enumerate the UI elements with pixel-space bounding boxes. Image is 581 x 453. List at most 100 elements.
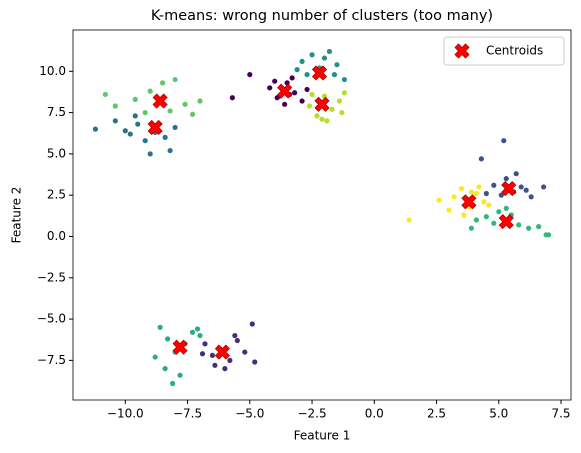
point	[306, 103, 313, 109]
point	[526, 225, 532, 231]
point	[321, 55, 328, 61]
legend-box	[443, 36, 565, 66]
point	[481, 199, 487, 205]
centroid	[147, 119, 163, 136]
point	[451, 194, 457, 200]
point	[177, 372, 183, 378]
x-tick-label: 7.5	[551, 407, 570, 421]
point	[242, 349, 248, 355]
point	[199, 351, 206, 357]
point	[247, 71, 253, 78]
point	[135, 121, 141, 127]
point	[473, 217, 479, 223]
x-tick-label: 5.0	[489, 407, 508, 421]
point	[172, 76, 178, 83]
point	[167, 147, 173, 154]
point	[299, 58, 305, 64]
point	[229, 95, 235, 101]
point	[212, 362, 218, 368]
point	[468, 189, 474, 195]
y-tick-label: −7.5	[37, 353, 66, 367]
point	[202, 341, 208, 347]
point	[436, 197, 442, 203]
x-tick-label: 2.5	[427, 407, 446, 421]
point	[483, 214, 489, 220]
point	[309, 52, 315, 58]
point	[142, 138, 148, 144]
plot-frame	[72, 29, 572, 401]
point	[516, 222, 522, 228]
point	[112, 118, 118, 124]
centroid	[214, 344, 230, 360]
point	[292, 90, 298, 96]
point	[189, 329, 196, 335]
x-tick-label: −10.0	[107, 407, 144, 421]
point	[446, 207, 452, 213]
point	[165, 336, 171, 342]
point	[167, 108, 173, 114]
point	[142, 109, 148, 116]
point	[523, 187, 529, 193]
point	[545, 232, 552, 238]
point	[182, 101, 188, 107]
y-axis-label: Feature 2	[10, 187, 24, 244]
centroid	[172, 339, 188, 355]
point	[282, 101, 288, 107]
y-tick-label: 7.5	[47, 105, 66, 119]
point	[112, 103, 118, 109]
point	[147, 88, 153, 94]
y-tick-label: 5.0	[47, 146, 66, 160]
x-axis-label: Feature 1	[294, 429, 351, 443]
point	[132, 113, 138, 119]
point	[122, 128, 128, 134]
point	[197, 332, 203, 339]
point	[249, 321, 255, 327]
point	[518, 184, 524, 190]
point	[476, 184, 482, 190]
point	[334, 62, 340, 68]
y-tick-label: 10.0	[39, 64, 66, 78]
point	[468, 225, 474, 231]
point	[486, 202, 492, 208]
point	[170, 380, 176, 387]
point	[194, 326, 201, 332]
centroid	[152, 93, 168, 109]
point	[513, 171, 519, 177]
point	[294, 67, 300, 73]
point	[289, 75, 295, 81]
point	[461, 212, 467, 218]
point	[127, 131, 133, 137]
point	[341, 90, 348, 96]
point	[319, 116, 325, 122]
point	[102, 91, 108, 98]
point	[503, 176, 509, 182]
y-tick-label: 2.5	[47, 188, 66, 202]
point	[339, 109, 345, 116]
point	[172, 124, 178, 131]
y-tick-label: −5.0	[37, 312, 66, 326]
point	[304, 71, 310, 78]
point	[162, 366, 168, 372]
point	[326, 48, 333, 55]
x-tick-label: −2.5	[297, 407, 326, 421]
centroid	[311, 65, 328, 81]
point	[329, 106, 335, 112]
point	[314, 113, 320, 119]
x-tick-label: −5.0	[235, 407, 264, 421]
point	[528, 194, 534, 200]
point	[406, 217, 412, 223]
centroid	[461, 194, 477, 210]
point	[491, 182, 497, 188]
point	[536, 223, 542, 230]
point	[160, 80, 166, 86]
legend-marker	[454, 43, 470, 59]
point	[501, 138, 507, 144]
legend-label: Centroids	[486, 44, 543, 58]
point	[272, 78, 278, 84]
point	[336, 98, 343, 104]
point	[541, 184, 547, 190]
point	[458, 185, 465, 192]
point	[503, 205, 509, 211]
point	[331, 71, 338, 78]
